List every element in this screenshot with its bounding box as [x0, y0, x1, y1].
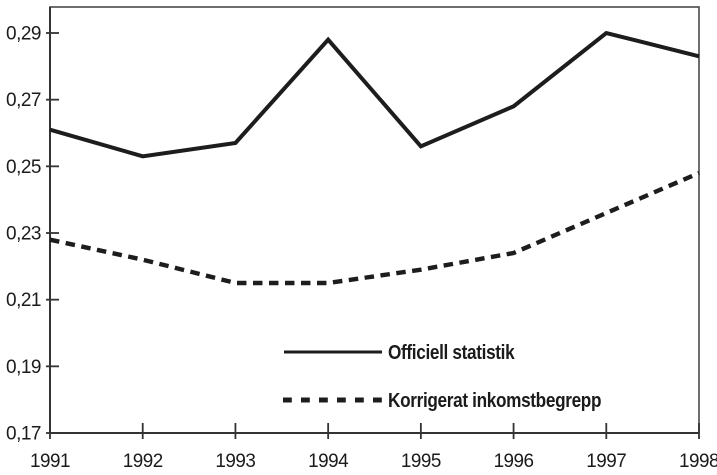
y-axis-tick-label: 0,23	[6, 224, 41, 245]
x-axis-tick-label: 1996	[494, 451, 534, 472]
series-line-officiell-statistik	[49, 30, 700, 159]
plot-border	[49, 6, 700, 434]
y-axis-tick-label: 0,27	[6, 90, 41, 111]
x-axis-tick-label: 1993	[215, 451, 255, 472]
legend-label-korrigerat-inkomstbegrepp: Korrigerat inkomstbegrepp	[388, 390, 602, 412]
legend-label-officiell-statistik: Officiell statistik	[388, 342, 515, 364]
x-axis-tick-label: 1997	[586, 451, 626, 472]
dashed-line-sample-icon	[283, 397, 382, 403]
x-axis-tick-label: 1995	[401, 451, 441, 472]
x-axis-tick-label: 1992	[123, 451, 163, 472]
y-axis-tick-label: 0,17	[6, 424, 41, 445]
x-axis-tick-label: 1991	[30, 451, 70, 472]
x-axis-tick-label: 1994	[308, 451, 349, 472]
y-axis-tick-label: 0,21	[6, 290, 41, 311]
y-axis-tick-label: 0,25	[6, 157, 41, 178]
solid-line-sample-icon	[284, 350, 382, 354]
y-axis-tick-label: 0,29	[6, 24, 41, 45]
x-axis-tick-label: 1998	[679, 451, 717, 472]
series-line-korrigerat-inkomstbegrepp	[49, 170, 700, 286]
y-axis-tick-label: 0,19	[6, 357, 41, 378]
